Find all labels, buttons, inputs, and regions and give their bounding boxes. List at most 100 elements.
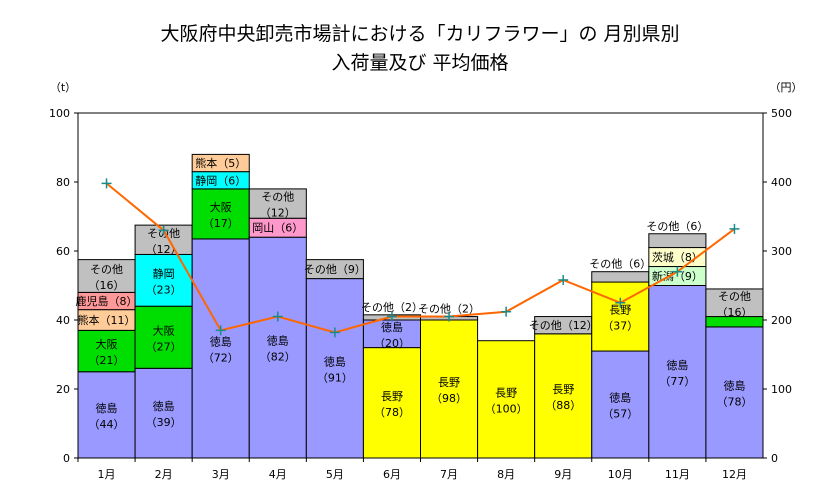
bar-label-shizuoka: 静岡（6） <box>195 173 246 187</box>
bar-segment-tokushima <box>705 326 764 459</box>
bar-label-qty-other: （16） <box>89 279 125 292</box>
x-axis-tick-label: 9月 <box>554 468 572 481</box>
bar-segment-kumamoto <box>191 153 250 173</box>
price-line <box>105 182 736 334</box>
bar-label-qty-nagano: （37） <box>602 320 638 333</box>
bar-label-name-tokushima: 徳島 <box>381 320 403 334</box>
bar-segment-tokushima <box>591 350 650 459</box>
price-point <box>386 311 397 322</box>
right-axis-tick-label: 0 <box>771 452 778 465</box>
bar-segment-other <box>305 259 364 280</box>
bar-label-name-tokushima: 徳島 <box>324 354 346 368</box>
x-axis-tick-label: 8月 <box>497 468 515 481</box>
right-axis-tick-label: 500 <box>771 107 792 120</box>
bar-label-other: その他（6） <box>589 258 651 271</box>
bar-label-kagoshima: 鹿児島（8） <box>76 294 138 308</box>
left-axis-tick-label: 60 <box>56 245 70 258</box>
price-point <box>615 297 626 308</box>
bar-label-qty-other: （12） <box>260 207 296 220</box>
bar-label-qty-other: （16） <box>716 306 752 319</box>
bar-label-name-osaka: 大阪 <box>210 200 232 214</box>
bar-label-ibaraki: 茨城（8） <box>652 250 703 264</box>
x-axis-tick-label: 4月 <box>269 468 287 481</box>
bar-segment-tokushima <box>77 371 136 459</box>
bar-label-name-tokushima: 徳島 <box>666 358 688 372</box>
bar-label-name-nagano: 長野 <box>609 304 631 317</box>
left-axis-unit: （t） <box>50 81 76 94</box>
left-axis-tick-label: 20 <box>56 383 70 396</box>
plot-area: 0 20 40 60 80 100 0 100 200 300 400 500 1月 2月 3月 4月 5月 6月… <box>49 107 792 481</box>
bar-segment-other <box>648 233 707 249</box>
bar-label-qty-tokushima: （77） <box>659 375 695 388</box>
x-axis-tick-label: 1月 <box>98 468 116 481</box>
bar-label-name-osaka: 大阪 <box>96 337 118 351</box>
bar-label-other: その他（6） <box>646 220 708 233</box>
bar-label-kumamoto: 熊本（5） <box>195 156 246 170</box>
bar-label-qty-nagano: （98） <box>431 392 467 405</box>
bar-label-name-tokushima: 徳島 <box>210 334 232 348</box>
price-point <box>272 311 283 322</box>
price-point <box>444 311 455 322</box>
bar-label-qty-tokushima: （39） <box>146 416 182 429</box>
bar-label-qty-tokushima: （82） <box>260 351 296 364</box>
bar-label-qty-osaka: （17） <box>203 217 239 230</box>
bar-label-qty-tokushima: （20） <box>374 337 410 350</box>
bar-label-name-tokushima: 徳島 <box>153 399 175 413</box>
bar-label-name-other: その他 <box>718 290 751 303</box>
price-point <box>329 327 340 338</box>
bar-label-name-nagano: 長野 <box>438 376 460 389</box>
bar-label-qty-shizuoka: （23） <box>146 283 182 296</box>
price-point <box>501 306 512 317</box>
bar-label-qty-tokushima: （57） <box>602 408 638 421</box>
bar-label-name-nagano: 長野 <box>381 390 403 403</box>
price-point <box>158 225 169 236</box>
left-axis-tick-label: 40 <box>56 314 70 327</box>
bar-label-name-other: その他 <box>261 191 294 204</box>
bar-segment-osaka <box>134 305 193 369</box>
price-point <box>672 266 683 277</box>
bar-label-qty-tokushima: （72） <box>203 351 239 364</box>
chart-title-line1: 大阪府中央卸売市場計における「カリフラワー」の 月別県別 <box>160 23 679 45</box>
bar-label-name-nagano: 長野 <box>495 386 517 399</box>
right-axis-tick-label: 100 <box>771 383 792 396</box>
bar-label-qty-nagano: （100） <box>485 402 528 415</box>
bar-segment-tokushima <box>134 367 193 459</box>
left-axis-tick-label: 0 <box>63 452 70 465</box>
right-axis-tick-label: 300 <box>771 245 792 258</box>
bar-label-name-other: その他 <box>90 263 123 276</box>
bar-label-qty-nagano: （88） <box>545 399 581 412</box>
bar-segment-other <box>705 288 764 318</box>
bar-label-name-shizuoka: 静岡 <box>153 266 175 280</box>
bar-segment-other <box>591 271 650 283</box>
left-axis-tick-label: 100 <box>49 107 70 120</box>
bar-label-name-tokushima: 徳島 <box>267 334 289 348</box>
bar-segment-nagano <box>477 340 536 459</box>
bar-label-qty-osaka: （21） <box>89 354 125 367</box>
right-axis-tick-label: 200 <box>771 314 792 327</box>
bar-label-name-nagano: 長野 <box>552 383 574 396</box>
bar-label-okayama: 岡山（6） <box>252 222 303 235</box>
bar-label-kumamoto: 熊本（11） <box>78 313 136 327</box>
bar-label-other: その他（2） <box>361 301 423 314</box>
bar-segment-nagano <box>420 319 479 459</box>
bar-label-other: その他（2） <box>418 303 480 316</box>
left-axis-tick-label: 80 <box>56 176 70 189</box>
bar-segment-tokushima <box>648 285 707 459</box>
bar-segment-other <box>248 188 307 219</box>
chart-title-line2: 入荷量及び 平均価格 <box>331 52 508 74</box>
bar-label-qty-nagano: （78） <box>374 406 410 419</box>
x-axis-tick-label: 11月 <box>665 468 690 481</box>
right-axis-unit: （円） <box>770 81 803 94</box>
bar-label-name-tokushima: 徳島 <box>723 378 745 392</box>
bar-label-qty-tokushima: （78） <box>716 395 752 408</box>
bar-label-name-osaka: 大阪 <box>153 323 175 337</box>
bar-label-qty-tokushima: （91） <box>317 371 353 384</box>
x-axis-tick-label: 5月 <box>326 468 344 481</box>
bar-segment-nagano <box>591 281 650 352</box>
x-axis-tick-label: 2月 <box>155 468 173 481</box>
price-point <box>101 178 112 189</box>
bar-label-other: その他（9） <box>304 263 366 276</box>
bar-segment-other <box>77 259 136 293</box>
bar-label-other: その他（12） <box>529 319 598 332</box>
